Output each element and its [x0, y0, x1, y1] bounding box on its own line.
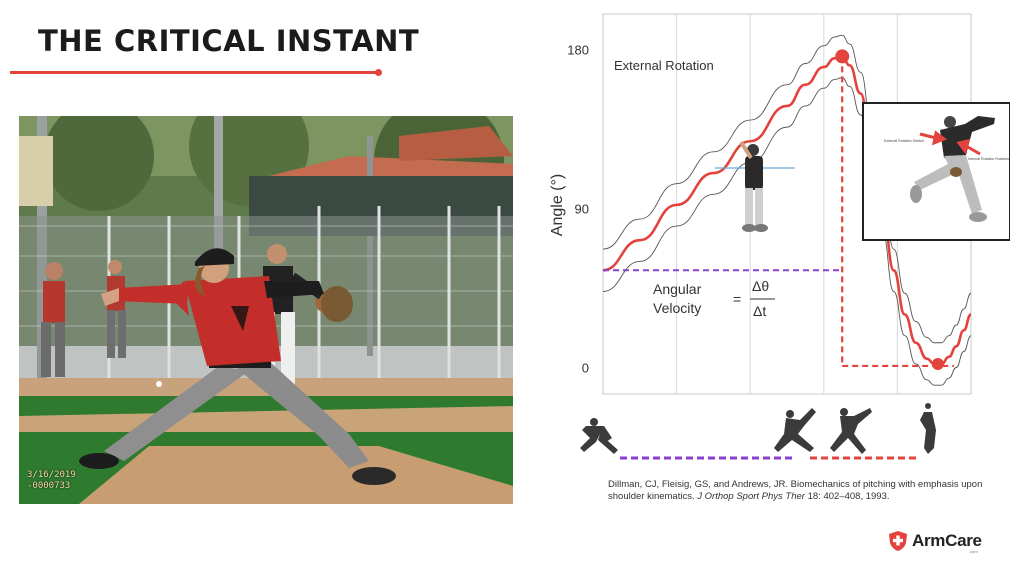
slide-title: THE CRITICAL INSTANT	[38, 24, 420, 58]
y-tick-label-180: 180	[567, 42, 589, 57]
y-tick-label-90: 90	[575, 201, 589, 216]
pitcher-photo-illustration	[19, 116, 513, 504]
formula-equals: =	[733, 291, 741, 307]
y-tick-label-0: 0	[582, 360, 589, 375]
pitcher-figure-icon	[715, 140, 795, 232]
citation-main: Dillman, CJ, Fleisig, GS, and Andrews, J…	[608, 479, 983, 502]
brand-name: ArmCare	[912, 531, 982, 550]
photo-date-stamp: 3/16/2019 -0000733	[27, 470, 76, 492]
pitching-phase-illustration	[580, 403, 936, 460]
band-upper-line	[602, 34, 972, 344]
inset-pitcher-diagram: External Rotation Stretch Internal Rotat…	[862, 102, 1010, 241]
pitching-phase-row	[578, 400, 978, 470]
chart-svg: 0 90 180 Angle (°) External Rotation	[549, 13, 1010, 395]
formula-denominator: Δt	[753, 303, 766, 319]
inset-label-right: Internal Rotation Rotators	[968, 157, 1009, 161]
y-axis-label: Angle (°)	[549, 174, 566, 236]
brand-domain: .com	[969, 549, 978, 554]
inset-label-left: External Rotation Stretch	[884, 139, 924, 143]
formula-label-line-1: Angular	[653, 281, 702, 297]
shield-cross-icon	[889, 531, 907, 551]
pitcher-photo: 3/16/2019 -0000733	[19, 116, 513, 504]
title-underline	[10, 69, 382, 76]
stride-phase-icon	[580, 418, 618, 454]
tick-layer: 0 90 180	[567, 42, 589, 375]
photo-stamp-line-1: 3/16/2019	[27, 470, 76, 480]
marker-layer	[835, 49, 944, 370]
armcare-logo: ArmCare	[888, 528, 982, 554]
follow-through-phase-icon	[920, 403, 936, 454]
citation-details: 18: 402–408, 1993.	[807, 491, 890, 502]
photo-stamp-line-2: -0000733	[27, 481, 71, 491]
external-rotation-chart: 0 90 180 Angle (°) External Rotation	[540, 0, 1010, 480]
acceleration-phase-icon	[830, 408, 872, 454]
series-label-external-rotation: External Rotation	[614, 58, 714, 73]
min-marker	[931, 357, 944, 370]
formula-numerator: Δθ	[752, 278, 769, 294]
cocking-phase-icon	[774, 408, 816, 452]
formula-label-line-2: Velocity	[653, 300, 701, 316]
citation: Dillman, CJ, Fleisig, GS, and Andrews, J…	[608, 479, 998, 503]
max-external-rotation-marker	[835, 49, 850, 64]
citation-journal: J Orthop Sport Phys Ther	[697, 491, 805, 502]
angular-velocity-formula: Angular Velocity = Δθ Δt	[653, 278, 775, 319]
